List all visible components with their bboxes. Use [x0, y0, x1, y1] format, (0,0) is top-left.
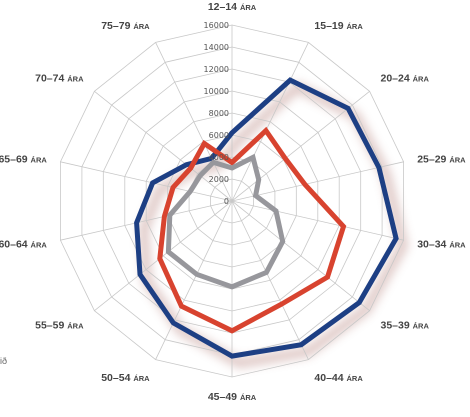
category-label: 65–69 ÁRA [0, 154, 47, 166]
radial-tick-label: 4000 [209, 153, 229, 162]
category-label: 70–74 ÁRA [35, 73, 84, 85]
category-suffix: ÁRA [133, 374, 150, 383]
category-suffix: ÁRA [413, 322, 430, 331]
grid-spoke [231, 200, 370, 312]
series-line-1 [134, 77, 399, 359]
category-label: 75–79 ÁRA [101, 20, 150, 32]
category-suffix: ÁRA [449, 156, 466, 165]
category-suffix: ÁRA [240, 3, 257, 12]
grid-spoke [231, 200, 309, 360]
category-suffix: ÁRA [67, 322, 84, 331]
series-line-2 [157, 126, 347, 334]
category-suffix: ÁRA [31, 156, 48, 165]
grid-spoke [60, 161, 233, 202]
category-range: 50–54 [101, 372, 133, 384]
category-range: 40–44 [314, 372, 346, 384]
category-label: 60–64 ÁRA [0, 238, 47, 250]
radial-tick-label: 10000 [204, 87, 229, 96]
grid-spoke [94, 90, 233, 202]
category-label: 12–14 ÁRA [208, 1, 257, 13]
grid-spoke [94, 200, 233, 312]
grid-spoke [155, 200, 233, 360]
grid-spoke [155, 42, 233, 202]
category-range: 65–69 [0, 154, 31, 166]
radial-tick-label: 16000 [204, 21, 229, 30]
category-range: 15–19 [314, 20, 346, 32]
category-range: 70–74 [35, 73, 67, 85]
grid-spoke [60, 200, 233, 241]
radial-tick-label: 8000 [209, 109, 229, 118]
category-range: 30–34 [417, 238, 449, 250]
radial-tick-label: 6000 [209, 131, 229, 140]
category-suffix: ÁRA [67, 75, 84, 84]
category-range: 20–24 [381, 73, 413, 85]
series-lines [134, 77, 399, 359]
radial-tick-label: 12000 [204, 65, 229, 74]
category-label: 25–29 ÁRA [417, 154, 466, 166]
radial-tick-labels: 0 2000 4000 6000 8000 10000 12000 14000 16000 [204, 21, 229, 206]
grid-spoke [231, 42, 309, 202]
footnote-fragment: ið [0, 356, 8, 366]
category-label: 40–44 ÁRA [314, 372, 363, 384]
category-suffix: ÁRA [240, 393, 257, 402]
category-suffix: ÁRA [133, 22, 150, 31]
category-range: 60–64 [0, 238, 31, 250]
category-label: 35–39 ÁRA [381, 320, 430, 332]
category-range: 55–59 [35, 320, 67, 332]
category-suffix: ÁRA [449, 240, 466, 249]
category-range: 35–39 [381, 320, 413, 332]
category-suffix: ÁRA [413, 75, 430, 84]
category-suffix: ÁRA [31, 240, 48, 249]
grid-spoke [231, 200, 404, 241]
radar-grid [60, 24, 405, 378]
radial-tick-label: 14000 [204, 43, 229, 52]
radial-tick-label: 0 [224, 197, 229, 206]
series-line-3 [165, 153, 286, 290]
radial-tick-label: 2000 [209, 175, 229, 184]
category-suffix: ÁRA [347, 22, 364, 31]
category-label: 15–19 ÁRA [314, 20, 363, 32]
category-range: 25–29 [417, 154, 449, 166]
category-label: 20–24 ÁRA [381, 73, 430, 85]
category-label: 50–54 ÁRA [101, 372, 150, 384]
category-label: 55–59 ÁRA [35, 320, 84, 332]
category-label: 30–34 ÁRA [417, 238, 466, 250]
grid-spoke [231, 161, 404, 202]
category-label: 45–49 ÁRA [208, 391, 257, 403]
category-range: 12–14 [208, 1, 240, 13]
category-range: 45–49 [208, 391, 240, 403]
category-suffix: ÁRA [347, 374, 364, 383]
category-range: 75–79 [101, 20, 133, 32]
